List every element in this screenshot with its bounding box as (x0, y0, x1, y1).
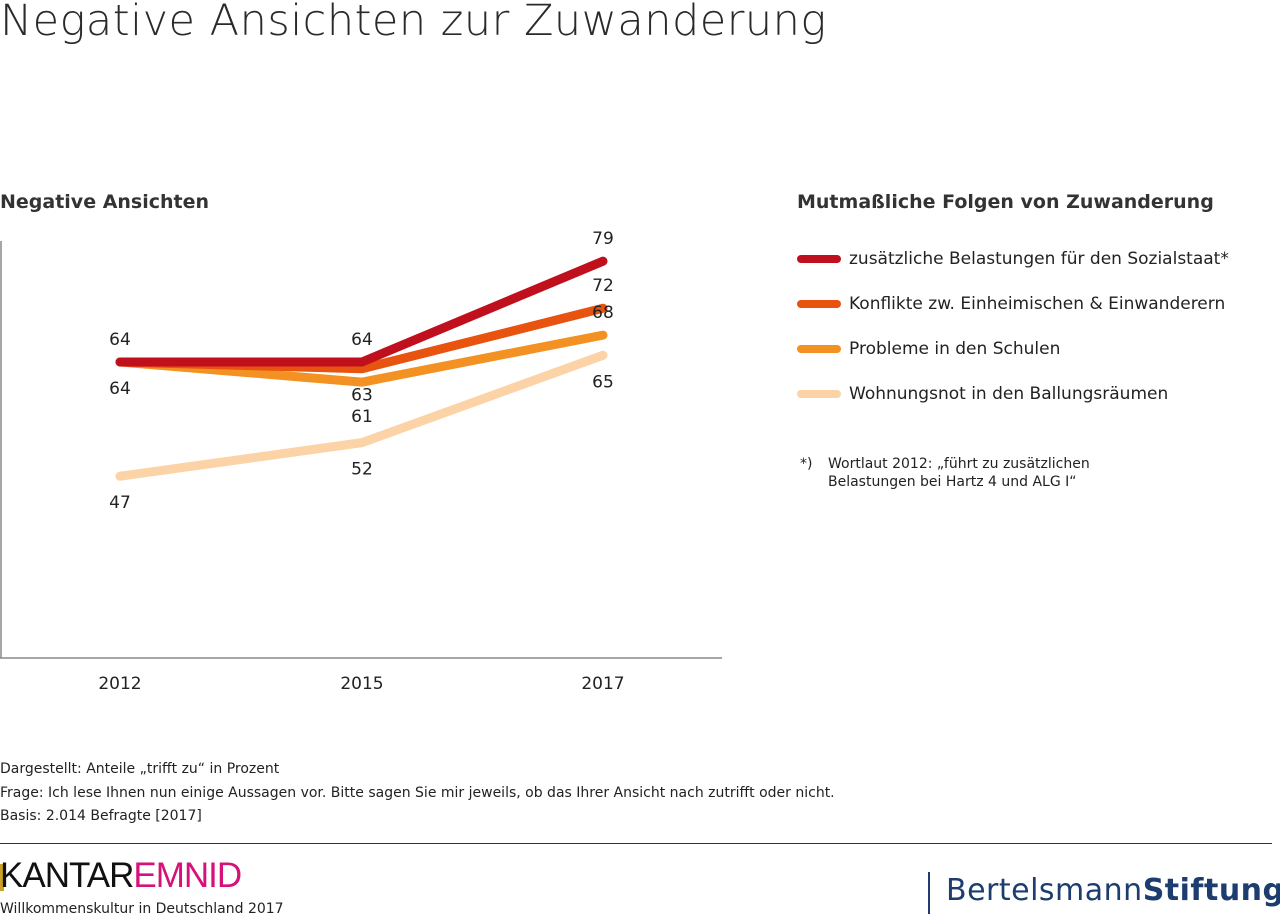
x-tick-label: 2012 (98, 674, 141, 694)
series-line-1 (115, 256, 608, 367)
data-label: 47 (109, 493, 131, 513)
kantar-logo-mark (0, 864, 4, 891)
data-label: 64 (351, 330, 373, 350)
legend-title: Mutmaßliche Folgen von Zuwanderung (797, 191, 1214, 213)
data-label: 61 (351, 407, 373, 427)
line-chart: 64 64 79 63 72 64 61 68 47 52 65 2012 2015 2017 (0, 229, 722, 694)
page-title: Negative Ansichten zur Zuwanderung (0, 0, 827, 46)
series-line-4 (115, 350, 608, 481)
study-name: Willkommenskultur in Deutschland 2017 (0, 901, 284, 917)
footnote: *) Wortlaut 2012: „führt zu zusätzlichen … (800, 455, 1090, 491)
data-label: 63 (351, 386, 373, 406)
emnid-text: EMNID (133, 856, 242, 895)
source-dargestellt: Dargestellt: Anteile „trifft zu“ in Proz… (0, 761, 280, 777)
legend-item: zusätzliche Belastungen für den Sozialst… (797, 247, 1229, 271)
legend-item: Konflikte zw. Einheimischen & Einwandere… (797, 292, 1225, 316)
legend-label: zusätzliche Belastungen für den Sozialst… (849, 249, 1229, 269)
bertelsmann-stiftung-logo: BertelsmannStiftung (946, 873, 1280, 908)
chart-title: Negative Ansichten (0, 191, 210, 213)
x-tick-label: 2015 (340, 674, 383, 694)
legend-label: Wohnungsnot in den Ballungsräumen (849, 384, 1169, 404)
divider (0, 843, 1272, 844)
footnote-mark: *) (800, 456, 813, 472)
bs-text-2: Stiftung (1142, 873, 1280, 908)
data-label: 64 (109, 330, 131, 350)
data-label: 72 (592, 276, 614, 296)
data-label: 79 (592, 229, 614, 249)
data-label: 65 (592, 372, 614, 392)
footnote-line1: Wortlaut 2012: „führt zu zusätzlichen (828, 456, 1090, 472)
legend-swatch (797, 300, 841, 308)
legend-label: Konflikte zw. Einheimischen & Einwandere… (849, 294, 1226, 314)
data-label: 52 (351, 460, 373, 480)
bertelsmann-logo-bar (928, 872, 930, 914)
legend-label: Probleme in den Schulen (849, 339, 1061, 359)
kantar-text: KANTAR (0, 856, 134, 895)
data-label: 68 (592, 303, 614, 323)
source-frage: Frage: Ich lese Ihnen nun einige Aussage… (0, 785, 835, 801)
kantar-emnid-logo: KANTAREMNID (0, 856, 242, 896)
legend-swatch (797, 390, 841, 398)
footnote-line2: Belastungen bei Hartz 4 und ALG I“ (828, 474, 1077, 490)
legend-item: Probleme in den Schulen (797, 337, 1060, 361)
legend-swatch (797, 255, 841, 263)
x-tick-label: 2017 (581, 674, 624, 694)
bs-text-1: Bertelsmann (946, 873, 1143, 908)
data-label: 64 (109, 379, 131, 399)
legend-swatch (797, 345, 841, 353)
source-basis: Basis: 2.014 Befragte [2017] (0, 808, 202, 824)
legend-item: Wohnungsnot in den Ballungsräumen (797, 382, 1168, 406)
